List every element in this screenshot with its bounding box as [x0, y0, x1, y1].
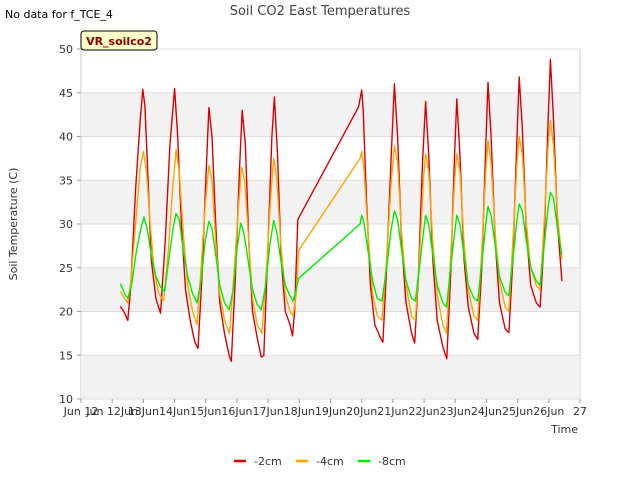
x-tick-label: Jun 12Jun [85, 405, 138, 418]
y-tick-label: 30 [59, 218, 73, 231]
vr-soilco2-badge: VR_soilco2 [80, 30, 158, 51]
legend-label: -8cm [378, 455, 406, 468]
x-tick-label: 25Jun [502, 405, 533, 418]
x-tick-label: 13Jun [128, 405, 159, 418]
x-tick-label: 14Jun [159, 405, 190, 418]
grid-layer [81, 48, 580, 400]
y-tick-label: 40 [59, 131, 73, 144]
y-tick-label: 35 [59, 174, 73, 187]
x-tick-label: 26Jun [533, 405, 564, 418]
x-tick-label: 23Jun [440, 405, 471, 418]
badge-label: VR_soilco2 [86, 35, 152, 48]
y-tick-label: 15 [59, 349, 73, 362]
y-tick-label: 50 [59, 43, 73, 56]
badge-box [80, 30, 158, 51]
x-tick-label: 27 [573, 405, 587, 418]
x-tick-label: 19Jun [315, 405, 346, 418]
x-tick-label: 17Jun [253, 405, 284, 418]
x-tick-label: 24Jun [471, 405, 502, 418]
x-tick-label: 16Jun [221, 405, 252, 418]
plot-area [80, 48, 581, 400]
x-tick-label: Jun 12 [63, 405, 99, 418]
x-axis-title: Time [550, 423, 578, 436]
series-line-8cmcm [119, 191, 563, 311]
series-layer [119, 58, 563, 363]
y-axis-title: Soil Temperature (C) [7, 168, 20, 281]
y-tick-label: 20 [59, 306, 73, 319]
grid-band [81, 355, 580, 399]
y-tick-label: 25 [59, 262, 73, 275]
x-tick-label: 15Jun [190, 405, 221, 418]
x-tick-label: 18Jun [284, 405, 315, 418]
legend: -2cm -4cm -8cm [234, 455, 406, 468]
legend-label: -4cm [316, 455, 344, 468]
x-tick-label: 20Jun [346, 405, 377, 418]
legend-label: -2cm [254, 455, 282, 468]
no-data-note: No data for f_TCE_4 [5, 8, 113, 21]
y-tick-label: 10 [59, 393, 73, 406]
x-tick-label: 22Jun [408, 405, 439, 418]
x-tick-label: 21Jun [377, 405, 408, 418]
y-axis: 10 15 20 25 30 35 40 45 50 [59, 43, 81, 406]
y-tick-label: 45 [59, 87, 73, 100]
chart-title: Soil CO2 East Temperatures [230, 4, 411, 19]
grid-band [81, 92, 580, 137]
